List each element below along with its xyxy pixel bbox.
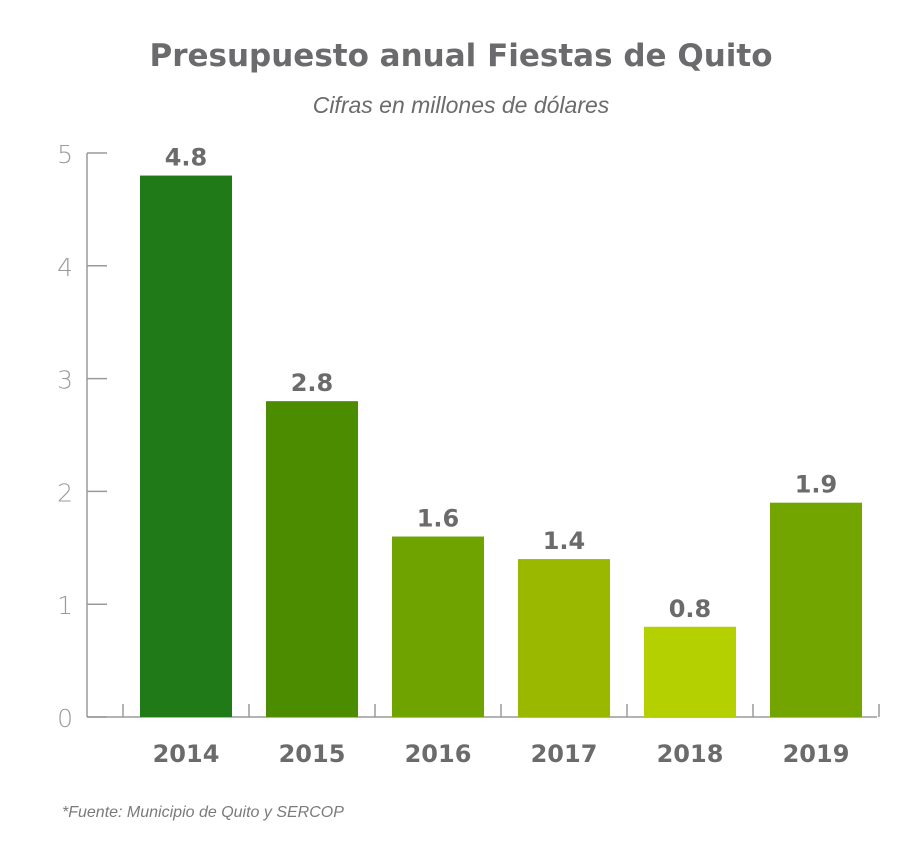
y-tick-label: 0 xyxy=(57,704,73,733)
category-label: 2019 xyxy=(783,740,850,768)
value-label: 0.8 xyxy=(669,595,712,623)
y-tick-label: 3 xyxy=(57,366,73,395)
chart-subtitle: Cifras en millones de dólares xyxy=(312,92,610,118)
y-tick-label: 1 xyxy=(57,591,73,620)
y-axis: 0 1 2 3 4 5 xyxy=(57,140,107,733)
y-tick-label: 5 xyxy=(57,140,73,169)
bar-2018 xyxy=(644,626,736,717)
y-tick-label: 2 xyxy=(57,478,73,507)
category-labels: 2014 2015 2016 2017 2018 2019 xyxy=(153,740,850,768)
value-label: 4.8 xyxy=(165,144,208,172)
bars xyxy=(140,175,862,717)
value-label: 1.9 xyxy=(795,471,838,499)
category-label: 2015 xyxy=(279,740,346,768)
chart-title: Presupuesto anual Fiestas de Quito xyxy=(149,38,773,74)
bar-2014 xyxy=(140,175,232,717)
category-label: 2017 xyxy=(531,740,598,768)
value-label: 2.8 xyxy=(291,369,334,397)
value-labels: 4.8 2.8 1.6 1.4 0.8 1.9 xyxy=(165,144,838,623)
bar-2016 xyxy=(392,536,484,717)
source-note: *Fuente: Municipio de Quito y SERCOP xyxy=(62,804,344,821)
bar-2015 xyxy=(266,401,358,717)
bar-2017 xyxy=(518,559,610,717)
category-label: 2018 xyxy=(657,740,724,768)
y-tick-label: 4 xyxy=(57,253,73,282)
value-label: 1.6 xyxy=(417,505,460,533)
bar-2019 xyxy=(770,502,862,717)
category-label: 2014 xyxy=(153,740,220,768)
value-label: 1.4 xyxy=(543,527,586,555)
category-label: 2016 xyxy=(405,740,472,768)
